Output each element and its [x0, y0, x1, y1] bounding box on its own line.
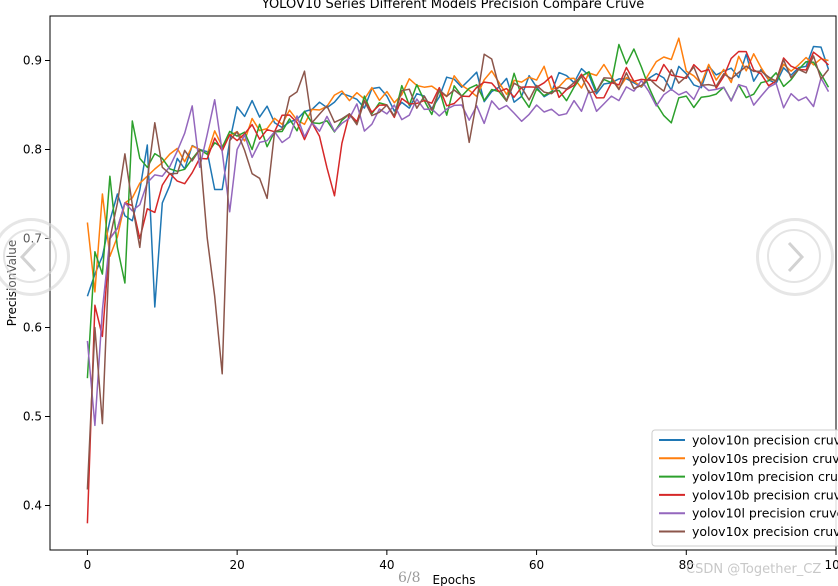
y-tick-label: 0.6 — [23, 321, 42, 335]
series-line-6 — [86, 53, 830, 490]
next-button-ring — [767, 229, 821, 283]
x-tick-label: 100 — [825, 558, 838, 572]
y-tick-label: 0.4 — [23, 499, 42, 513]
x-tick-label: 60 — [529, 558, 544, 572]
chevron-left-icon — [19, 241, 37, 273]
prev-image-button[interactable] — [0, 218, 70, 296]
page-indicator: 6/8 — [398, 570, 421, 586]
legend: yolov10n precision cruve yolov10s precisi… — [651, 429, 838, 547]
next-image-button[interactable] — [756, 218, 834, 296]
legend-label: yolov10x precision cruve — [692, 524, 838, 539]
prev-button-ring — [3, 229, 57, 283]
y-tick-label: 0.8 — [23, 143, 42, 157]
legend-box — [651, 429, 838, 547]
series-line-4 — [86, 50, 830, 524]
series-line-2 — [86, 37, 829, 293]
series-line-1 — [86, 45, 830, 308]
watermark: CSDN @Together_CZ — [686, 562, 822, 577]
x-tick-label: 0 — [84, 558, 92, 572]
x-tick-label: 40 — [379, 558, 394, 572]
series-layer — [86, 37, 830, 524]
x-tick-label: 80 — [679, 558, 694, 572]
legend-items: yolov10n precision cruve yolov10s precisi… — [659, 433, 838, 539]
legend-label: yolov10b precision cruve — [692, 487, 838, 502]
legend-label: yolov10n precision cruve — [692, 433, 838, 448]
chart-title: YOLOV10 Series Different Models Precisio… — [261, 0, 645, 12]
series-line-3 — [86, 43, 830, 379]
x-tick-label: 20 — [230, 558, 245, 572]
x-axis: 0 20 40 60 80 100 — [84, 550, 838, 572]
legend-label: yolov10s precision cruve — [692, 451, 838, 466]
chevron-right-icon — [787, 241, 805, 273]
legend-label: yolov10l precision cruve — [692, 506, 838, 521]
y-tick-label: 0.5 — [23, 410, 42, 424]
legend-label: yolov10m precision cruve — [692, 469, 838, 484]
y-tick-label: 0.9 — [23, 54, 42, 68]
series-line-5 — [86, 77, 830, 427]
x-axis-label: Epochs — [433, 573, 476, 586]
